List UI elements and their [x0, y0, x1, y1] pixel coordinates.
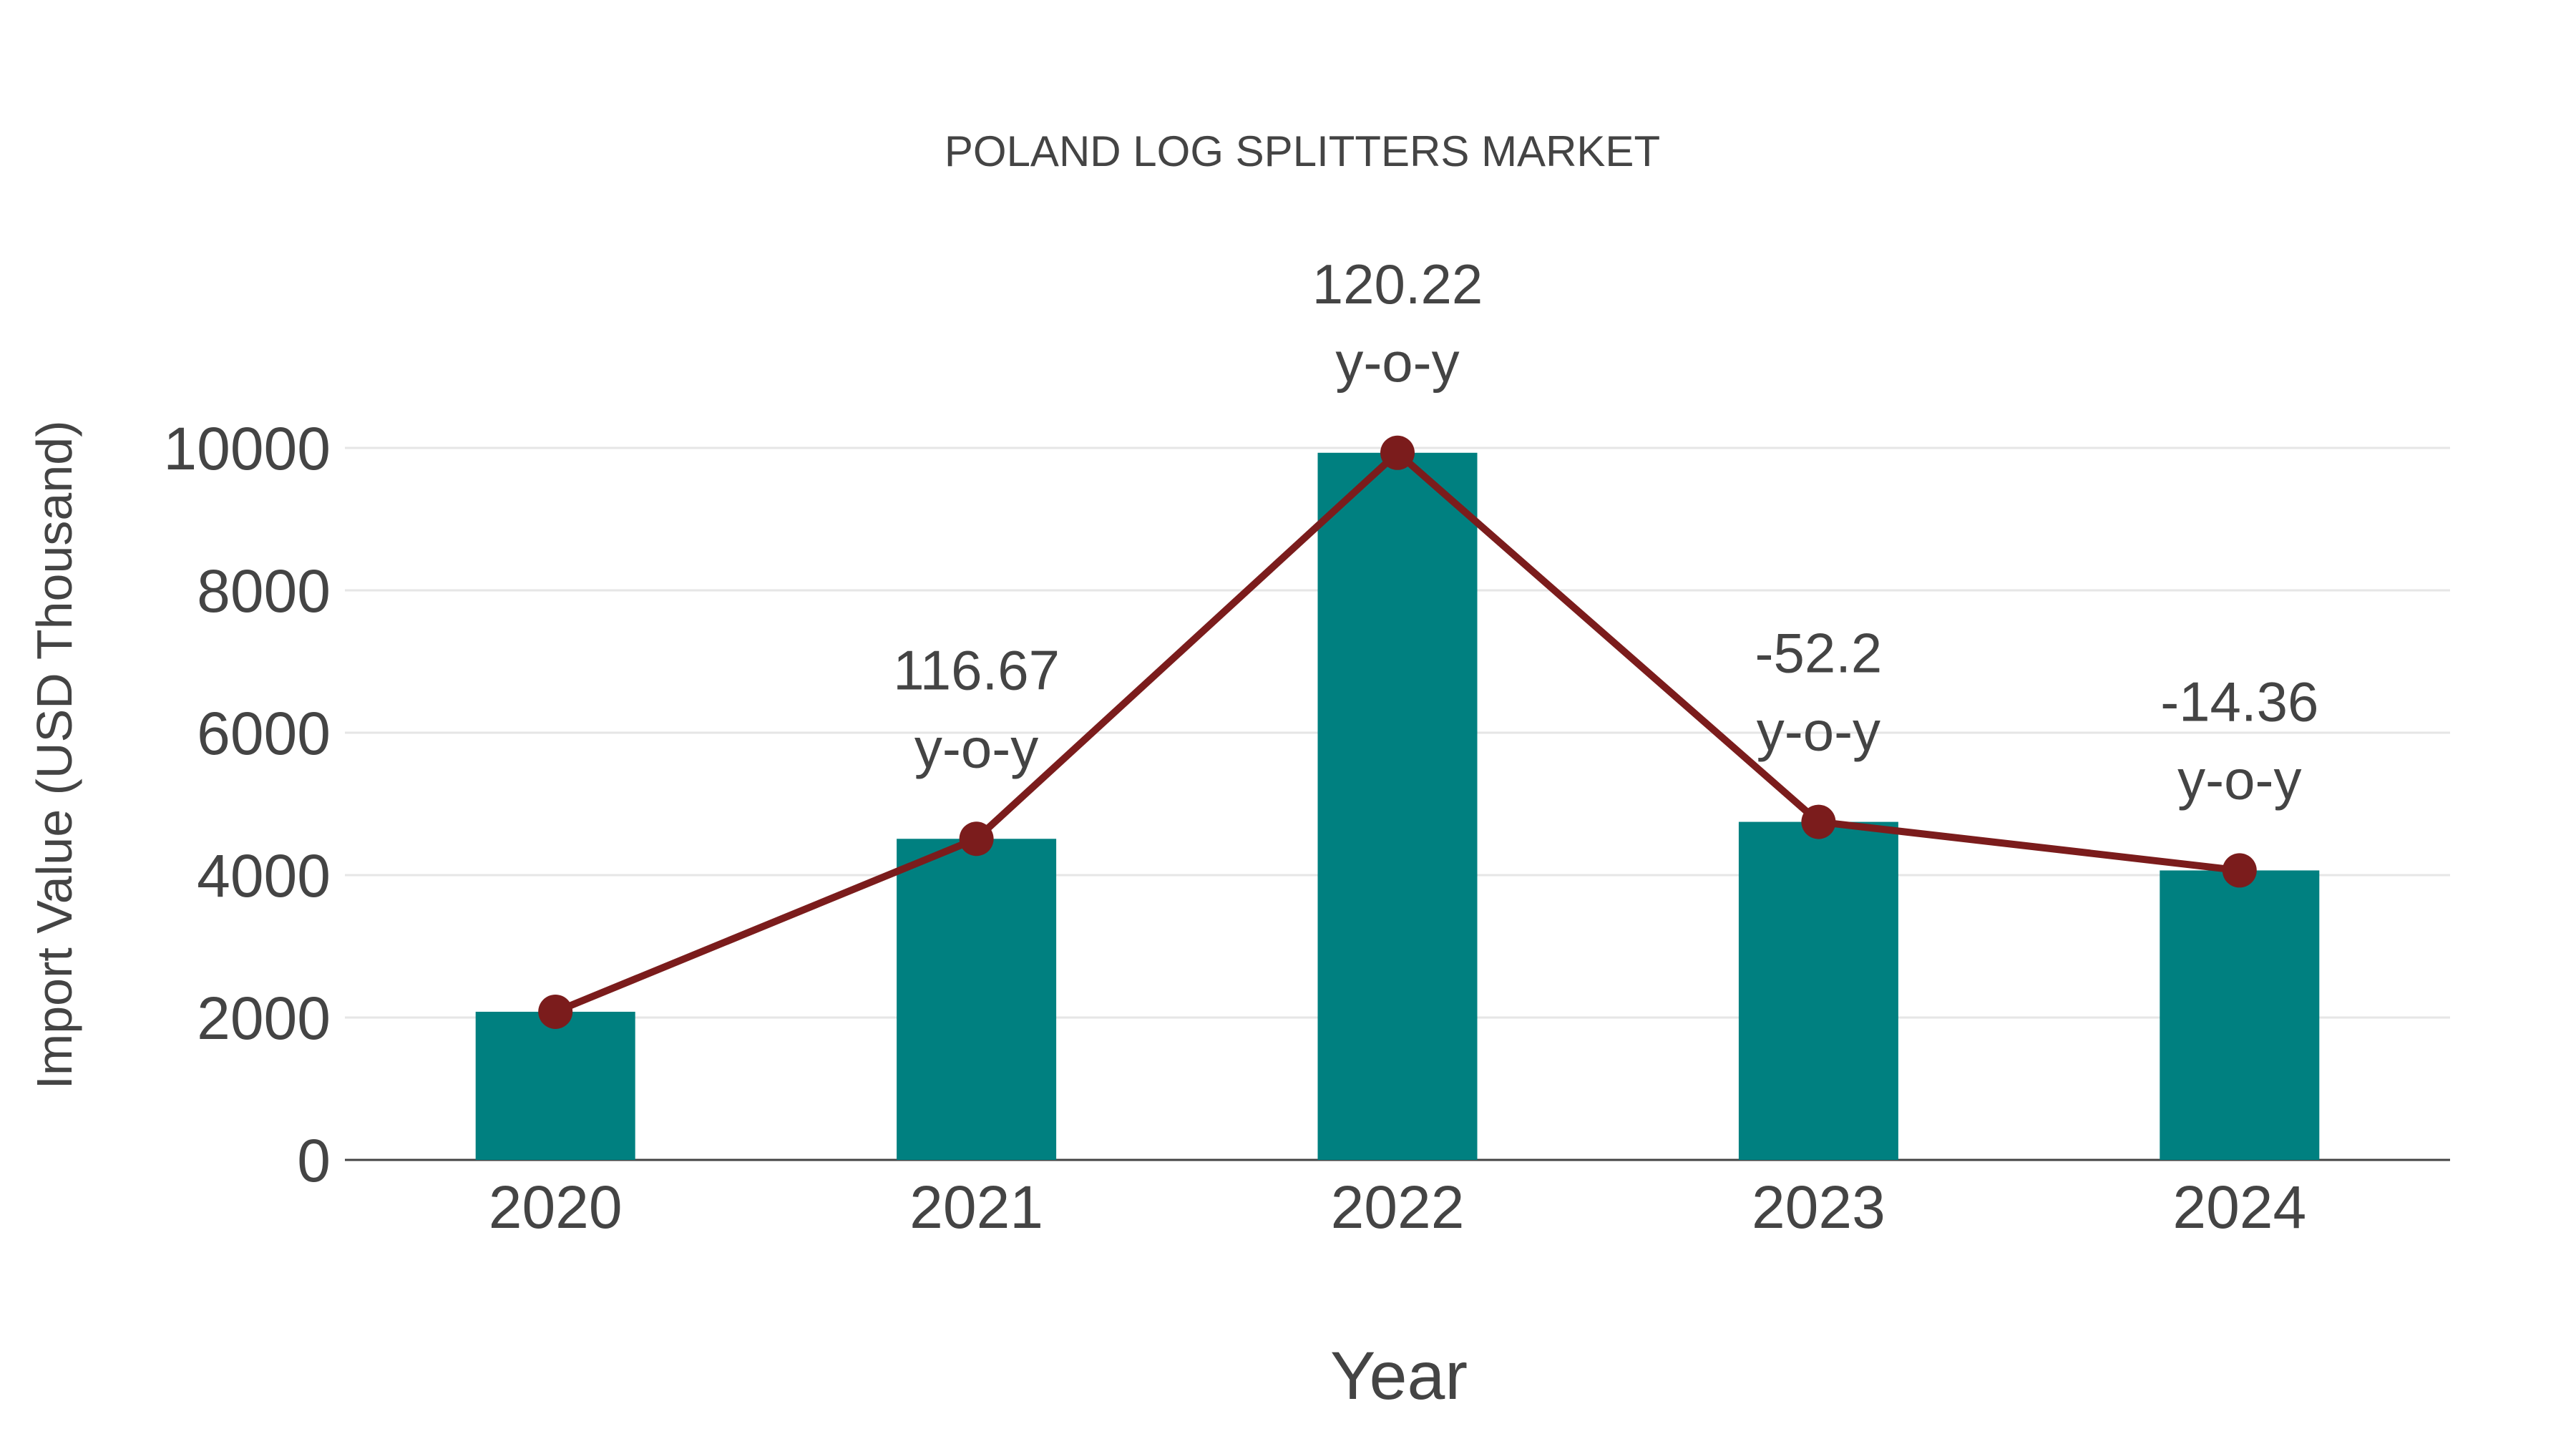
x-tick-label: 2024: [2172, 1174, 2306, 1241]
annotations: 116.67 y-o-y 120.22 y-o-y -52.2 y-o-y -14.36 y-…: [893, 253, 2318, 811]
y-tick-label: 6000: [197, 700, 331, 767]
bar-2022: [1317, 452, 1478, 1160]
line-point-2023: [1801, 804, 1836, 839]
bar-2020: [475, 1011, 635, 1160]
x-tick-label: 2023: [1752, 1174, 1885, 1241]
y-tick-label: 10000: [163, 415, 331, 482]
x-tick-labels: 2020 2021 2022 2023 2024: [489, 1174, 2306, 1241]
annotation-suffix: y-o-y: [2177, 748, 2301, 811]
y-tick-label: 8000: [197, 557, 331, 625]
annotation-suffix: y-o-y: [1335, 331, 1459, 394]
x-tick-label: 2020: [489, 1174, 623, 1241]
chart-title: POLAND LOG SPLITTERS MARKET: [945, 127, 1660, 175]
y-tick-label: 4000: [197, 842, 331, 909]
y-tick-label: 2000: [197, 985, 331, 1052]
annotation-value: -14.36: [2160, 670, 2318, 733]
bar-2023: [1738, 821, 1898, 1160]
bars: [475, 452, 2320, 1160]
y-tick-labels: 0 2000 4000 6000 8000 10000: [163, 415, 331, 1194]
line-point-2024: [2222, 853, 2257, 888]
line-point-2021: [959, 821, 994, 857]
y-axis-title: Import Value (USD Thousand): [26, 420, 82, 1089]
annotation-value: 120.22: [1312, 253, 1483, 316]
line-point-2022: [1380, 435, 1415, 470]
annotation-suffix: y-o-y: [914, 716, 1038, 779]
x-tick-label: 2022: [1331, 1174, 1465, 1241]
x-axis-title: Year: [1330, 1338, 1468, 1414]
x-tick-label: 2021: [909, 1174, 1043, 1241]
line-point-2020: [538, 994, 573, 1029]
annotation-value: -52.2: [1755, 622, 1883, 685]
y-tick-label: 0: [297, 1127, 331, 1194]
bar-2024: [2160, 870, 2320, 1160]
bar-2021: [897, 839, 1057, 1160]
annotation-value: 116.67: [893, 638, 1060, 701]
annotation-suffix: y-o-y: [1757, 700, 1880, 763]
line-series: [538, 435, 2257, 1029]
